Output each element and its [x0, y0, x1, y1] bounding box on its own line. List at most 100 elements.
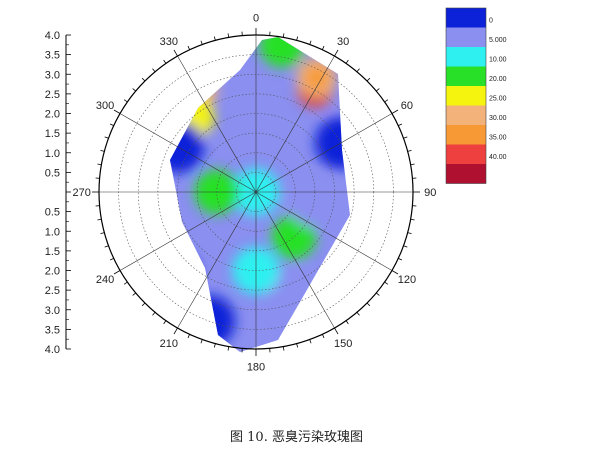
angular-tick: [141, 77, 146, 82]
radial-label-upper: 0.5: [45, 167, 60, 179]
radial-label-upper: 1.0: [45, 148, 60, 160]
angular-tick: [104, 245, 109, 248]
legend-label-2: 10.00: [489, 57, 507, 64]
angular-tick: [366, 302, 371, 307]
angular-tick: [200, 40, 203, 45]
angular-tick: [398, 257, 403, 261]
legend-label-7: 40.00: [489, 154, 507, 161]
angle-label-150: 150: [334, 338, 352, 350]
legend-swatch-1: [446, 27, 486, 47]
angular-tick: [152, 68, 156, 72]
contour-blob-12: [289, 177, 339, 228]
legend-label-3: 20.00: [489, 76, 507, 83]
figure-caption: 图 10. 恶臭污染玫瑰图: [230, 430, 363, 445]
angular-tick: [376, 292, 380, 296]
legend-swatch-0: [446, 8, 486, 28]
radial-label-upper: 4.0: [45, 30, 60, 42]
radial-label-lower: 2.0: [45, 266, 60, 278]
angular-tick: [296, 36, 299, 41]
radial-label-lower: 0.5: [45, 207, 60, 219]
angular-tick: [152, 312, 156, 316]
radial-label-upper: 2.0: [45, 109, 60, 121]
angular-tick: [123, 99, 128, 103]
angular-tick: [200, 339, 203, 344]
angular-tick: [97, 218, 102, 221]
angle-label-90: 90: [424, 187, 436, 199]
angle-label-180: 180: [247, 361, 265, 373]
contour-core-2: [304, 65, 329, 90]
angle-label-30: 30: [337, 36, 349, 48]
color-legend: 0 5.000 10.00 20.00 25.00 30.00 35.00 40.00: [445, 7, 507, 184]
legend-swatch-3: [446, 66, 486, 86]
angular-tick: [282, 33, 285, 38]
angular-tick: [282, 346, 285, 351]
angular-tick: [187, 45, 191, 50]
legend-label-6: 35.00: [489, 135, 507, 142]
angular-tick: [104, 136, 109, 139]
angular-tick: [309, 40, 312, 45]
angular-tick: [113, 270, 121, 275]
legend-label-0: 0: [489, 18, 493, 25]
angular-axis-labels: 0 30 60 90 120 150 180 210 240 270 300 330: [73, 13, 437, 374]
angular-tick: [109, 257, 114, 261]
angular-tick: [163, 59, 167, 64]
legend-border: [445, 7, 487, 184]
angle-label-270: 270: [73, 187, 91, 199]
angle-label-300: 300: [96, 100, 114, 112]
angle-label-210: 210: [160, 338, 178, 350]
angular-tick: [123, 281, 128, 285]
spoke-60: [255, 113, 393, 193]
radial-label-lower: 2.5: [45, 285, 60, 297]
radial-label-upper: 2.5: [45, 89, 60, 101]
legend-swatch-8: [446, 164, 486, 184]
angular-tick: [141, 302, 146, 307]
spoke-30: [255, 55, 335, 193]
angular-tick: [227, 346, 230, 351]
radial-label-lower: 4.0: [45, 344, 60, 356]
legend-swatch-7: [446, 144, 486, 164]
angular-tick: [391, 109, 399, 114]
angular-tick: [321, 45, 325, 50]
spoke-120: [255, 191, 393, 271]
angular-tick: [113, 109, 121, 114]
legend-swatch-4: [446, 86, 486, 106]
angular-tick: [227, 33, 230, 38]
legend-swatch-5: [446, 105, 486, 125]
angular-tick: [132, 292, 136, 296]
spoke-330: [177, 55, 257, 193]
angular-tick: [384, 99, 389, 103]
angular-tick: [407, 149, 412, 152]
angular-tick: [398, 123, 403, 127]
angular-tick: [407, 232, 412, 235]
legend-swatch-2: [446, 47, 486, 67]
angular-tick: [345, 59, 349, 64]
legend-label-5: 30.00: [489, 115, 507, 122]
angular-tick: [100, 149, 105, 152]
polar-grid: [92, 28, 420, 356]
radial-label-upper: 1.5: [45, 128, 60, 140]
legend-label-1: 5.000: [489, 37, 507, 44]
angular-tick: [403, 136, 408, 139]
angular-tick: [173, 49, 178, 57]
angular-tick: [334, 327, 339, 335]
angular-tick: [356, 312, 360, 316]
angle-label-60: 60: [401, 100, 413, 112]
radial-axis: 4.0 3.5 3.0 2.5 2.0 1.5 1.0 0.5 0.5 1.0 1.5 2.0 2.5 3…: [45, 30, 71, 356]
angular-tick: [163, 320, 167, 325]
angular-tick: [296, 343, 299, 348]
spoke-210: [177, 191, 257, 329]
angular-tick: [334, 49, 339, 57]
angle-label-240: 240: [96, 274, 114, 286]
angular-tick: [384, 281, 389, 285]
contour-blob-11: [271, 214, 317, 260]
angular-tick: [410, 218, 415, 221]
angular-tick: [345, 320, 349, 325]
radial-label-lower: 3.5: [45, 324, 60, 336]
legend-label-4: 25.00: [489, 96, 507, 103]
spoke-240: [119, 191, 257, 271]
angular-tick: [213, 36, 216, 41]
radial-label-lower: 1.0: [45, 226, 60, 238]
angular-tick: [366, 77, 371, 82]
angular-tick: [132, 88, 136, 92]
angular-tick: [391, 270, 399, 275]
